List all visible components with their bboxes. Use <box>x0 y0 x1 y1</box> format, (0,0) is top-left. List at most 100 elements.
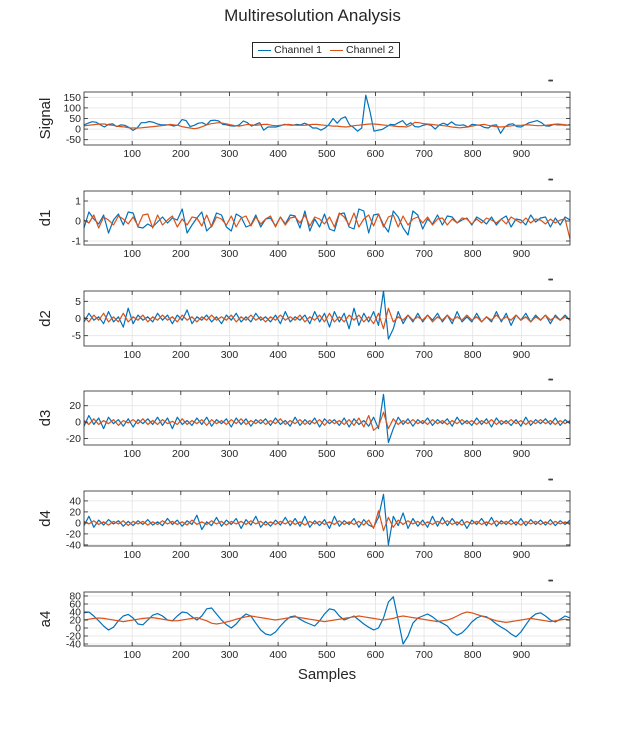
axes-toolbar-ellipsis-icon[interactable]: ••• <box>548 277 553 284</box>
x-tick-label: 900 <box>513 549 531 561</box>
series-line-channel-2 <box>84 307 570 330</box>
legend-line-icon <box>330 49 343 51</box>
x-tick-label: 700 <box>415 549 433 561</box>
x-tick-label: 800 <box>464 349 482 361</box>
legend-line-icon <box>258 49 272 51</box>
x-tick-label: 800 <box>464 649 482 661</box>
x-tick-label: 300 <box>221 549 239 561</box>
y-axis-label: d3 <box>37 410 54 427</box>
series-line-channel-2 <box>84 611 570 625</box>
x-tick-label: 200 <box>172 649 190 661</box>
legend-item-channel-1[interactable]: Channel 1 <box>258 44 322 56</box>
x-tick-label: 200 <box>172 549 190 561</box>
x-tick-label: 700 <box>415 649 433 661</box>
y-tick-label: 0 <box>75 216 81 228</box>
x-axis-label: Samples <box>298 666 356 683</box>
x-tick-label: 400 <box>269 649 287 661</box>
subplot-d2: 100 200 300 400 500 600 700 800 900 -5 0 5 d2 <box>37 290 571 361</box>
subplot-signal: 100 200 300 400 500 600 700 800 900-50050100150S… <box>37 91 571 160</box>
y-tick-label: 60 <box>69 599 81 611</box>
x-tick-label: 400 <box>269 549 287 561</box>
x-tick-label: 100 <box>123 649 141 661</box>
x-tick-label: 100 <box>123 349 141 361</box>
y-tick-label: 0 <box>75 124 81 136</box>
x-tick-label: 400 <box>269 148 287 160</box>
x-tick-label: 800 <box>464 549 482 561</box>
y-axis-label: d1 <box>37 210 54 227</box>
series-line-channel-2 <box>84 212 570 240</box>
axes-toolbar-ellipsis-icon[interactable]: ••• <box>548 177 553 184</box>
x-tick-label: 200 <box>172 148 190 160</box>
x-tick-label: 200 <box>172 349 190 361</box>
x-tick-label: 700 <box>415 448 433 460</box>
x-tick-label: 800 <box>464 448 482 460</box>
y-tick-label: 100 <box>63 102 81 114</box>
axes-toolbar-ellipsis-icon[interactable]: ••• <box>548 578 553 585</box>
subplot-a4: 100 200 300 400 500 600 700 800 900 -40-200204060… <box>37 591 571 661</box>
y-tick-label: -5 <box>72 330 81 342</box>
x-tick-label: 900 <box>513 448 531 460</box>
x-tick-label: 500 <box>318 649 336 661</box>
axes-toolbar-ellipsis-icon[interactable]: ••• <box>548 477 553 484</box>
y-tick-label: 20 <box>69 506 81 518</box>
x-tick-label: 500 <box>318 549 336 561</box>
axes-toolbar-ellipsis-icon[interactable]: ••• <box>548 78 553 85</box>
x-tick-label: 600 <box>367 248 385 260</box>
y-axis-label: d4 <box>37 510 54 527</box>
x-tick-label: 600 <box>367 549 385 561</box>
x-tick-label: 300 <box>221 649 239 661</box>
y-tick-label: 0 <box>75 623 81 635</box>
y-tick-label: 20 <box>69 400 81 412</box>
x-tick-label: 600 <box>367 349 385 361</box>
x-tick-label: 100 <box>123 549 141 561</box>
x-tick-label: 300 <box>221 248 239 260</box>
x-tick-label: 700 <box>415 349 433 361</box>
y-tick-label: 150 <box>63 92 81 104</box>
x-tick-label: 900 <box>513 148 531 160</box>
x-tick-label: 900 <box>513 649 531 661</box>
y-axis-label: Signal <box>37 98 54 140</box>
y-axis-label: a4 <box>37 611 54 628</box>
y-axis-label: d2 <box>37 310 54 327</box>
x-tick-label: 800 <box>464 148 482 160</box>
x-tick-label: 800 <box>464 248 482 260</box>
x-tick-label: 500 <box>318 148 336 160</box>
x-tick-label: 600 <box>367 148 385 160</box>
legend-item-channel-2[interactable]: Channel 2 <box>330 44 394 56</box>
x-tick-label: 100 <box>123 448 141 460</box>
x-tick-label: 100 <box>123 148 141 160</box>
x-tick-label: 400 <box>269 349 287 361</box>
legend-label: Channel 1 <box>274 44 322 56</box>
legend[interactable]: Channel 1 Channel 2 <box>252 42 400 58</box>
series-line-channel-2 <box>84 121 570 130</box>
x-tick-label: 300 <box>221 448 239 460</box>
y-tick-label: -40 <box>66 639 81 651</box>
y-tick-label: -20 <box>66 433 81 445</box>
y-tick-label: 40 <box>69 607 81 619</box>
x-tick-label: 500 <box>318 349 336 361</box>
x-tick-label: 500 <box>318 448 336 460</box>
y-tick-label: -20 <box>66 528 81 540</box>
series-line-channel-2 <box>84 510 570 532</box>
subplot-d3: 100 200 300 400 500 600 700 800 900 -20 0 20 d3 <box>37 390 571 460</box>
y-tick-label: 40 <box>69 495 81 507</box>
x-tick-label: 700 <box>415 248 433 260</box>
y-tick-label: 20 <box>69 615 81 627</box>
y-tick-label: 0 <box>75 313 81 325</box>
y-tick-label: -20 <box>66 631 81 643</box>
x-tick-label: 400 <box>269 448 287 460</box>
y-tick-label: -40 <box>66 539 81 551</box>
x-tick-label: 400 <box>269 248 287 260</box>
x-tick-label: 300 <box>221 148 239 160</box>
axes-toolbar-ellipsis-icon[interactable]: ••• <box>548 377 553 384</box>
x-tick-label: 900 <box>513 248 531 260</box>
series-line-channel-2 <box>84 411 570 431</box>
x-tick-label: 600 <box>367 649 385 661</box>
y-tick-label: 80 <box>69 591 81 603</box>
x-tick-label: 200 <box>172 248 190 260</box>
y-tick-label: -1 <box>72 236 81 248</box>
x-tick-label: 300 <box>221 349 239 361</box>
y-tick-label: 50 <box>69 113 81 125</box>
x-tick-label: 200 <box>172 448 190 460</box>
x-tick-label: 700 <box>415 148 433 160</box>
